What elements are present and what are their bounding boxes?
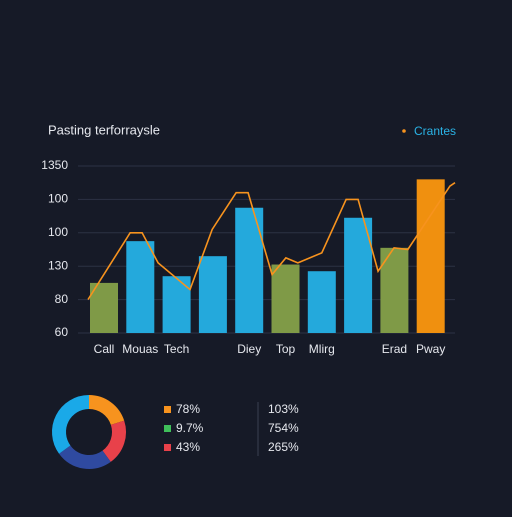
bar xyxy=(126,241,155,333)
bar xyxy=(271,264,300,333)
x-tick-label: Diey xyxy=(237,342,261,356)
donut-segment xyxy=(52,395,90,454)
y-tick-label: 80 xyxy=(55,292,69,306)
y-tick-label: 60 xyxy=(55,325,69,339)
stat-label: 103% xyxy=(268,402,299,416)
chart-title: Pasting terforraysle xyxy=(48,122,160,137)
stat-label: 265% xyxy=(268,440,299,454)
legend-marker xyxy=(402,129,406,133)
y-tick-label: 100 xyxy=(48,225,68,239)
legend-label: 9.7% xyxy=(176,421,204,435)
donut-segment xyxy=(102,420,126,462)
donut-segment xyxy=(88,395,125,426)
bar xyxy=(162,276,191,333)
x-tick-label: Pway xyxy=(416,342,445,356)
x-tick-label: Mlirg xyxy=(309,342,335,356)
legend-swatch xyxy=(164,406,171,413)
bar xyxy=(344,217,373,333)
legend-swatch xyxy=(164,444,171,451)
donut-segment xyxy=(59,445,111,469)
legend-label: 78% xyxy=(176,402,200,416)
legend-label: 43% xyxy=(176,440,200,454)
x-tick-label: Tech xyxy=(164,342,189,356)
x-tick-label: Top xyxy=(276,342,296,356)
bar xyxy=(198,256,227,333)
bar xyxy=(416,179,445,333)
bar xyxy=(90,282,118,333)
bar xyxy=(235,207,264,333)
x-tick-label: Mouas xyxy=(122,342,158,356)
y-tick-label: 130 xyxy=(48,258,68,272)
y-tick-label: 1350 xyxy=(41,158,68,172)
x-tick-label: Erad xyxy=(382,342,407,356)
y-tick-label: 100 xyxy=(48,192,68,206)
legend-label: Crantes xyxy=(414,124,456,138)
line-series xyxy=(87,182,456,301)
x-tick-label: Call xyxy=(94,342,115,356)
legend-swatch xyxy=(164,425,171,432)
stat-label: 754% xyxy=(268,421,299,435)
bar xyxy=(307,271,336,333)
